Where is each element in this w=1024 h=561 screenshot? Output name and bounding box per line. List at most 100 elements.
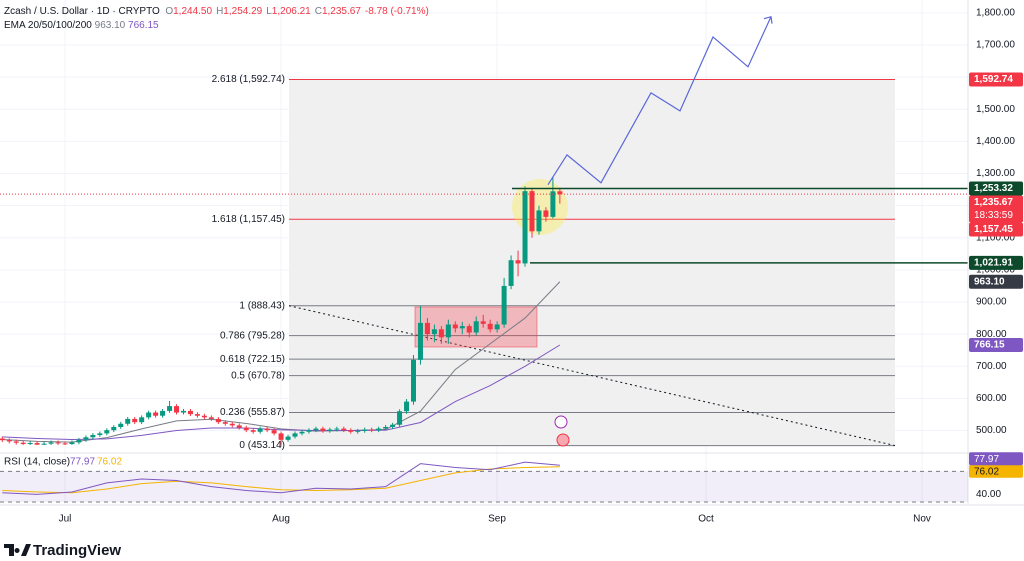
price-tag [969, 181, 1023, 196]
candle-body [341, 428, 347, 431]
candle-body [76, 439, 82, 443]
logo-icon [4, 544, 31, 556]
candle-body [264, 428, 270, 431]
candle-body [292, 433, 298, 437]
symbol-row: Zcash / U.S. Dollar · 1D · CRYPTO O1,244… [4, 5, 433, 19]
candle-body [536, 210, 542, 232]
price-tag [969, 72, 1023, 87]
rsi-tag-label: 76.02 [974, 466, 999, 477]
price-tag-label: 1,157.45 [974, 224, 1013, 235]
candle-body [187, 410, 193, 415]
brand: TradingView [33, 542, 121, 559]
rsi-value: 77.97 [70, 457, 95, 468]
candle-body [306, 430, 312, 432]
candle-body [139, 417, 145, 423]
chart-header: Zcash / U.S. Dollar · 1D · CRYPTO O1,244… [4, 5, 433, 33]
y-tick-label: 600.00 [976, 393, 1007, 404]
candle-body [104, 430, 110, 434]
symbol: Zcash / U.S. Dollar · 1D · CRYPTO [4, 6, 160, 17]
candle-body [222, 422, 228, 424]
fib-label: 0 (453.14) [239, 440, 285, 451]
candle-body [48, 442, 54, 444]
rsi-band [0, 471, 968, 502]
candle-body [334, 428, 340, 430]
candle-body [459, 326, 465, 329]
countdown: 18:33:59 [974, 210, 1013, 221]
candle-body [20, 442, 26, 445]
candle-body [445, 324, 451, 338]
price-tag [969, 338, 1023, 353]
candle-body [201, 415, 207, 418]
ohlc-value: 1,244.50 [173, 6, 213, 17]
candle-body [431, 329, 437, 335]
candle-body [236, 425, 242, 428]
price-tag-label: 766.15 [974, 340, 1005, 351]
candle-body [299, 431, 305, 434]
candle-body [438, 329, 444, 338]
rsi-ma-value: 76.02 [97, 457, 122, 468]
candle-body [313, 428, 319, 431]
candle-body [180, 410, 186, 413]
ohlc-key: H [216, 6, 224, 17]
price-tag [969, 274, 1023, 289]
rsi-tag [969, 464, 1023, 478]
candle-body [515, 260, 521, 264]
y-tick-label: 1,300.00 [976, 168, 1015, 179]
price-tag-label: 1,021.91 [974, 257, 1013, 268]
candle-body [452, 324, 458, 329]
ohlc-value: 1,206.21 [271, 6, 311, 17]
ohlc-value: 1,235.67 [321, 6, 361, 17]
candle-body [243, 427, 249, 431]
change: -8.78 (-0.71%) [364, 6, 429, 17]
candle-body [417, 322, 423, 360]
candle-body [424, 322, 430, 335]
candle-body [215, 418, 221, 423]
candle-body [411, 359, 416, 402]
candle-body [97, 433, 103, 436]
candle-body [383, 426, 389, 429]
arrow-head [763, 15, 773, 24]
price-tag-label: 1,253.32 [974, 183, 1013, 194]
candle-body [529, 191, 535, 232]
candle-body [111, 426, 117, 431]
fib-trendline [288, 305, 896, 447]
fib-label: 0.786 (795.28) [220, 330, 285, 341]
consolidation-box [414, 306, 538, 348]
candle-body [174, 406, 180, 413]
fib-label: 1 (888.43) [239, 300, 285, 311]
price-tag [969, 255, 1023, 270]
candle-body [355, 430, 361, 432]
y-tick-label: 1,500.00 [976, 104, 1015, 115]
y-tick-label: 1,400.00 [976, 136, 1015, 147]
rsi-tag [969, 452, 1023, 466]
ohlc-value: 1,254.29 [223, 6, 263, 17]
candle-body [83, 437, 89, 440]
candle-body [55, 442, 61, 444]
projection-line [547, 16, 772, 186]
rsi-line [2, 461, 560, 495]
y-tick-label: 500.00 [976, 425, 1007, 436]
candle-body [13, 441, 19, 443]
candle-body [487, 323, 493, 330]
y-tick-label: 900.00 [976, 297, 1007, 308]
candle-body [41, 443, 47, 445]
y-tick-label: 1,700.00 [976, 40, 1015, 51]
ohlc-key: O [165, 6, 174, 17]
candle-body [125, 418, 131, 424]
ema-legend: EMA 20/50/100/200 963.10 766.15 [4, 19, 433, 33]
candle-body [27, 443, 33, 445]
candle-body [153, 412, 159, 416]
y-tick-label: 1,800.00 [976, 7, 1015, 18]
price-tag [969, 195, 1023, 223]
fib-label: 0.5 (670.78) [231, 370, 285, 381]
fib-label: 2.618 (1,592.74) [212, 74, 285, 85]
y-tick-label: 700.00 [976, 361, 1007, 372]
price-tag-label: 963.10 [974, 276, 1005, 287]
candle-body [397, 411, 403, 425]
candle-body [320, 428, 326, 431]
ema-value: 766.15 [128, 20, 159, 31]
candle-body [376, 428, 382, 431]
candle-body [327, 429, 333, 431]
candle-body [480, 321, 486, 324]
